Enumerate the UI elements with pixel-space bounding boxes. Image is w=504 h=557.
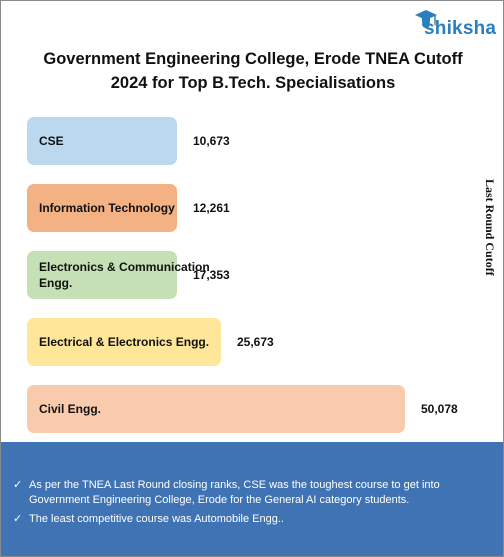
bar-category-label: Civil Engg. [39, 402, 101, 416]
y-axis-title: Last Round Cutoff [483, 179, 497, 277]
bar-value-label: 25,673 [237, 335, 274, 349]
bar-category-label: Information Technology [39, 201, 175, 215]
chart-title-line-1: Government Engineering College, Erode TN… [43, 50, 463, 68]
brand-name: shiksha [424, 18, 497, 39]
bar-category-label: Electrical & Electronics Engg. [39, 335, 209, 349]
note-item: ✓ The least competitive course was Autom… [13, 512, 483, 527]
chart-title-line-2: 2024 for Top B.Tech. Specialisations [110, 74, 396, 92]
bar [27, 251, 177, 299]
bar-value-label: 17,353 [193, 268, 230, 282]
bar-category-label: CSE [39, 134, 64, 148]
bar [27, 117, 177, 165]
bar [27, 184, 177, 232]
shiksha-logo: shiksha [411, 3, 501, 45]
bar-value-label: 12,261 [193, 201, 230, 215]
bar-category-label: Engg. [39, 276, 72, 290]
bar-category-label: Electronics & Communication [39, 260, 210, 274]
y-axis-title-text: Last Round Cutoff [483, 179, 497, 277]
bar-value-label: 10,673 [193, 134, 230, 148]
bar [27, 385, 405, 433]
graduate-icon [415, 10, 437, 28]
bar-value-label: 50,078 [421, 402, 458, 416]
note-text: The least competitive course was Automob… [29, 513, 284, 525]
checkmark-icon: ✓ [13, 479, 23, 491]
bar-chart: CSE 10,673 Information Technology 12,261 Ele… [27, 117, 458, 433]
notes-panel: ✓ As per the TNEA Last Round closing ran… [1, 442, 503, 556]
bar [27, 318, 221, 366]
chart-title: Government Engineering College, Erode TN… [31, 47, 475, 95]
note-item: ✓ As per the TNEA Last Round closing ran… [13, 478, 483, 508]
checkmark-icon: ✓ [13, 513, 23, 525]
note-text: As per the TNEA Last Round closing ranks… [29, 479, 440, 506]
